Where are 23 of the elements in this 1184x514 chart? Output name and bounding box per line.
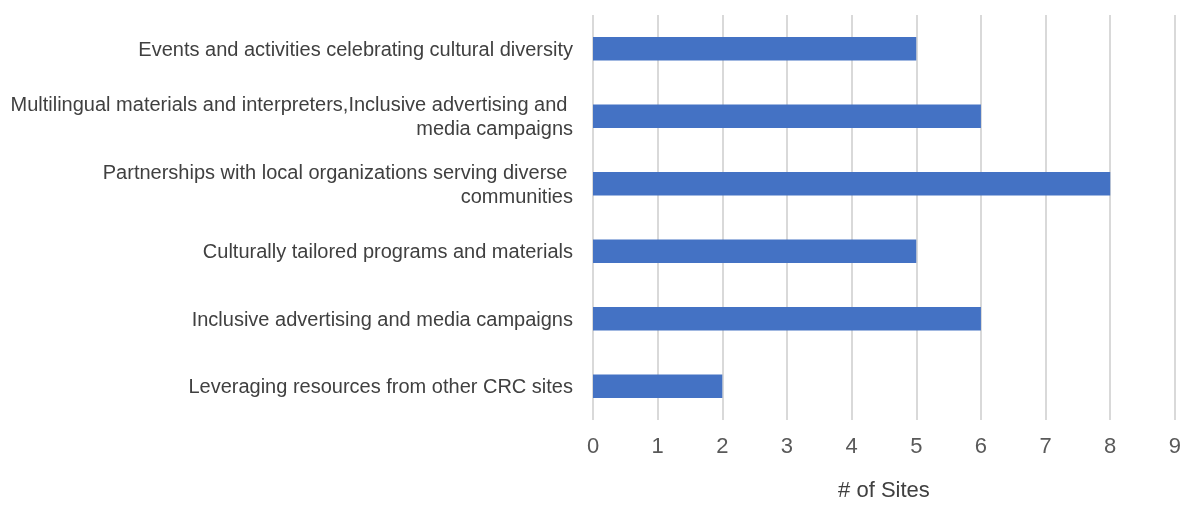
y-tick-label: Events and activities celebrating cultural diversity (138, 37, 573, 60)
x-tick-label: 6 (974, 432, 988, 458)
bar (593, 306, 981, 331)
y-tick-label: Inclusive advertising and media campaigns (191, 307, 573, 330)
x-tick-label: 2 (716, 432, 729, 458)
x-tick-label: 4 (845, 432, 858, 458)
x-tick-label: 0 (586, 432, 600, 458)
x-tick-label: 3 (780, 432, 794, 458)
x-tick-label: 8 (1104, 432, 1117, 458)
y-tick-label: Partnerships with local organizations serving diverse communities (102, 160, 573, 207)
x-axis-title: # of Sites (838, 476, 930, 502)
y-tick-label: Culturally tailored programs and materials (202, 240, 573, 263)
bar (593, 36, 917, 61)
y-tick-label: Leveraging resources from other CRC sites (188, 375, 573, 398)
y-tick-label: Multilingual materials and interpreters,Inclusive advertising and media campaigns (10, 93, 573, 140)
bar (593, 239, 917, 264)
bar (593, 104, 981, 129)
x-tick-label: 5 (910, 432, 923, 458)
x-tick-label: 1 (651, 432, 664, 458)
x-tick-label: 9 (1168, 432, 1182, 458)
bar (593, 171, 1111, 196)
bar (593, 374, 723, 399)
x-tick-label: 7 (1039, 432, 1052, 458)
